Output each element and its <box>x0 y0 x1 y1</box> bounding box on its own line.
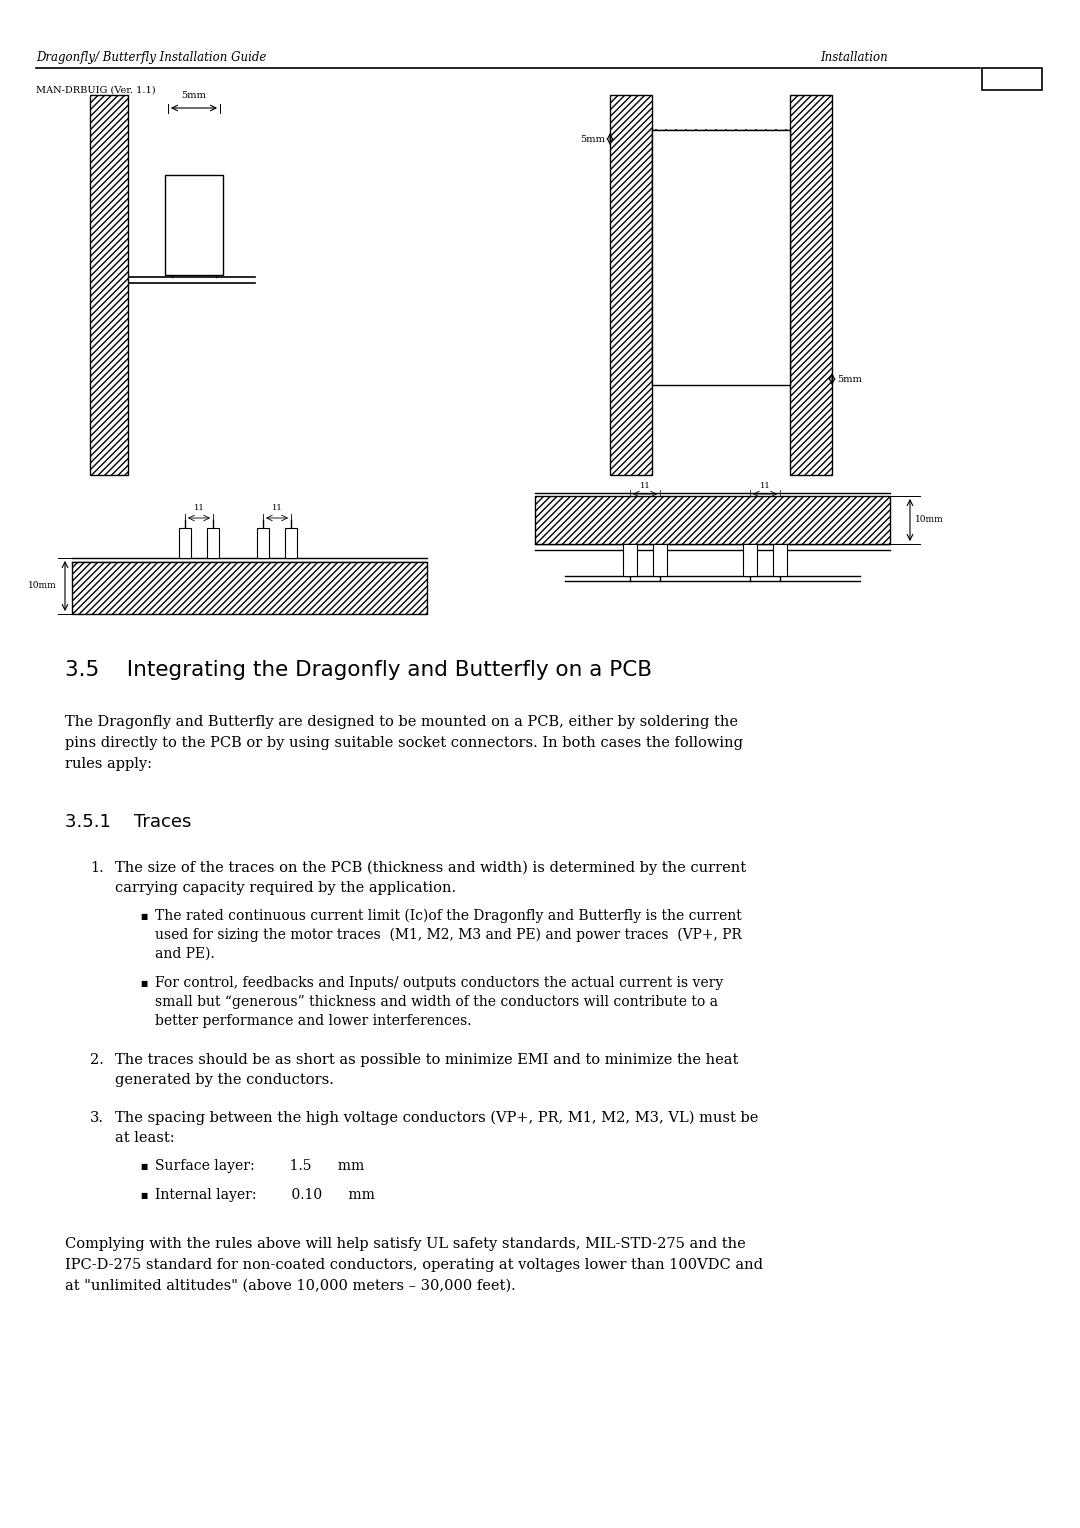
Text: 11: 11 <box>759 481 770 490</box>
Text: The traces should be as short as possible to minimize EMI and to minimize the he: The traces should be as short as possibl… <box>114 1053 739 1067</box>
Text: 3-4: 3-4 <box>1002 72 1022 86</box>
Text: rules apply:: rules apply: <box>65 756 152 772</box>
Text: 2.: 2. <box>90 1053 104 1067</box>
Bar <box>72 562 427 614</box>
Text: used for sizing the motor traces  (M1, M2, M3 and PE) and power traces  (VP+, PR: used for sizing the motor traces (M1, M2… <box>156 927 742 943</box>
Text: ■: ■ <box>140 1190 147 1199</box>
Bar <box>982 69 1042 90</box>
Text: better performance and lower interferences.: better performance and lower interferenc… <box>156 1015 472 1028</box>
Text: carrying capacity required by the application.: carrying capacity required by the applic… <box>114 882 456 895</box>
Bar <box>535 497 890 544</box>
Bar <box>653 544 667 576</box>
Bar <box>165 176 222 275</box>
Text: ■: ■ <box>140 1161 147 1170</box>
Text: 5mm: 5mm <box>837 374 862 384</box>
Text: at least:: at least: <box>114 1131 175 1144</box>
Text: 11: 11 <box>272 504 282 512</box>
Text: Complying with the rules above will help satisfy UL safety standards, MIL-STD-27: Complying with the rules above will help… <box>65 1238 746 1251</box>
Bar <box>90 95 129 475</box>
Text: Dragonfly/ Butterfly Installation Guide: Dragonfly/ Butterfly Installation Guide <box>36 50 267 64</box>
Text: MAN-DRBUIG (Ver. 1.1): MAN-DRBUIG (Ver. 1.1) <box>36 86 156 95</box>
Text: The size of the traces on the PCB (thickness and width) is determined by the cur: The size of the traces on the PCB (thick… <box>114 860 746 876</box>
Text: 10mm: 10mm <box>28 582 57 590</box>
Bar <box>773 544 787 576</box>
Text: 1.: 1. <box>90 860 104 876</box>
Text: 5mm: 5mm <box>181 92 206 99</box>
Text: Internal layer:        0.10      mm: Internal layer: 0.10 mm <box>156 1187 375 1203</box>
Bar <box>623 544 637 576</box>
Text: 5mm: 5mm <box>580 134 605 144</box>
Text: and PE).: and PE). <box>156 947 215 961</box>
Bar <box>257 529 269 558</box>
Text: 3.: 3. <box>90 1111 104 1125</box>
Text: For control, feedbacks and Inputs/ outputs conductors the actual current is very: For control, feedbacks and Inputs/ outpu… <box>156 976 724 990</box>
Text: ■: ■ <box>140 912 147 921</box>
Bar <box>285 529 297 558</box>
Text: pins directly to the PCB or by using suitable socket connectors. In both cases t: pins directly to the PCB or by using sui… <box>65 736 743 750</box>
Text: 11: 11 <box>639 481 650 490</box>
Text: 3.5.1    Traces: 3.5.1 Traces <box>65 813 191 831</box>
Text: The rated continuous current limit (Ic)of the Dragonfly and Butterfly is the cur: The rated continuous current limit (Ic)o… <box>156 909 742 923</box>
Text: Surface layer:        1.5      mm: Surface layer: 1.5 mm <box>156 1160 364 1174</box>
Bar <box>179 529 191 558</box>
Text: The spacing between the high voltage conductors (VP+, PR, M1, M2, M3, VL) must b: The spacing between the high voltage con… <box>114 1111 758 1126</box>
Text: small but “generous” thickness and width of the conductors will contribute to a: small but “generous” thickness and width… <box>156 995 718 1008</box>
Bar <box>789 95 832 475</box>
Text: 11: 11 <box>193 504 204 512</box>
Text: 10mm: 10mm <box>915 515 944 524</box>
Text: 3.5    Integrating the Dragonfly and Butterfly on a PCB: 3.5 Integrating the Dragonfly and Butter… <box>65 660 652 680</box>
Text: at "unlimited altitudes" (above 10,000 meters – 30,000 feet).: at "unlimited altitudes" (above 10,000 m… <box>65 1279 516 1293</box>
Bar <box>743 544 757 576</box>
Text: Installation: Installation <box>820 50 888 64</box>
Text: The Dragonfly and Butterfly are designed to be mounted on a PCB, either by solde: The Dragonfly and Butterfly are designed… <box>65 715 738 729</box>
Text: ■: ■ <box>140 979 147 989</box>
Text: generated by the conductors.: generated by the conductors. <box>114 1073 334 1086</box>
Bar <box>610 95 652 475</box>
Bar <box>207 529 219 558</box>
Text: IPC-D-275 standard for non-coated conductors, operating at voltages lower than 1: IPC-D-275 standard for non-coated conduc… <box>65 1258 762 1271</box>
Bar <box>652 130 789 385</box>
